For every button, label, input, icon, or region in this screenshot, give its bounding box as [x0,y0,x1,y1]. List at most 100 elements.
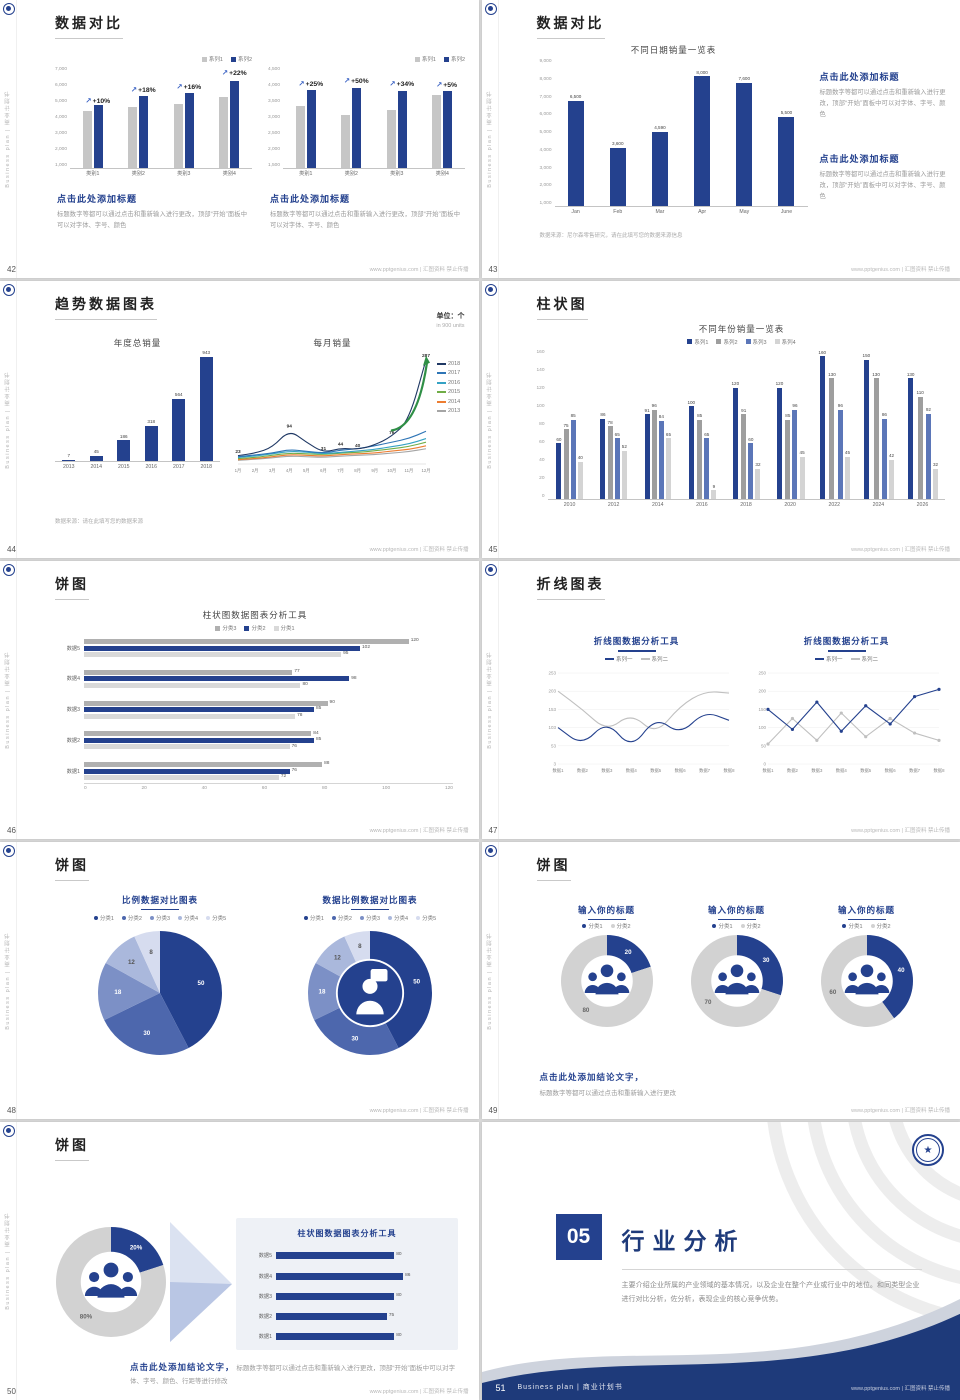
chart-title: 不同年份销量一览表 [698,323,785,334]
x-tick-label: 80 [321,786,328,792]
brand-logo-icon [3,844,15,857]
y-tick-label: 140 [536,367,545,373]
bar-line: 120 [84,638,453,645]
bar [614,438,620,499]
value-label: 78 [297,712,303,718]
value-label: 84 [658,414,664,420]
slide-number: 49 [488,1106,498,1116]
bars [328,68,375,169]
bar-group: 7 2013 [55,351,83,473]
bar-wrap: 130 [872,351,880,499]
value-label: 80 [396,1333,402,1339]
slide-title: 饼图 [55,1135,89,1162]
bar-wrap: 65 [666,351,671,499]
bar [84,768,290,774]
legend-label: 系列3 [752,339,767,346]
slide-footer: www.pptgenius.com | 汇图资料 禁止传播 [851,1386,950,1392]
value-label: 85 [697,413,703,419]
bar-wrap: 7,600 [736,60,753,206]
x-tick-label: 12月 [421,468,430,474]
bar [776,387,782,499]
category-label: Apr [698,209,707,215]
legend-label: 分类3 [222,626,237,633]
bar-wrap [219,68,229,168]
panel-title: 输入你的标题 [682,904,792,921]
slice-label: 18 [114,989,121,996]
bars: 90 85 78 [84,700,453,719]
slide-49[interactable]: Business plan | 商业计划书 饼图 输入你的标题 分类1 分类2 2… [481,841,960,1120]
bar [873,378,879,499]
slide-47[interactable]: Business plan | 商业计划书 折线图表 折线图数据分析工具 系列一… [481,561,960,839]
legend-item: 2016 [437,380,460,386]
unit-sub: in 900 units [436,322,465,329]
bar-wrap: 130 [828,351,836,499]
marker-dot [790,728,794,732]
slide-45[interactable]: Business plan | 商业计划书 柱状图 不同年份销量一览表 系列1 系… [481,280,960,559]
person-icon [730,964,743,977]
person-icon [103,1263,119,1278]
block-heading: 点击此处添加标题 [819,72,900,82]
marker-dot [814,738,818,743]
up-arrow-icon: ↗ [130,84,138,94]
y-tick-label: 153 [548,707,556,712]
value-label: 7 [67,452,71,458]
bar [84,713,296,719]
value-label: 78 [607,419,613,425]
value-label: 85 [316,737,322,743]
donut-chart: 50 30 18 12 8 [307,930,433,1061]
value-label: 6,500 [569,93,582,99]
bar-wrap [128,68,138,168]
person-icon [89,1272,100,1283]
trend-arrow [390,361,429,432]
bar-group: 3,600 Feb [596,60,639,218]
marker-dot [936,687,941,692]
category-label: 2015 [117,463,130,470]
donut-chart: 40 60 [820,934,914,1033]
bar [84,762,323,768]
legend-swatch [437,410,446,413]
series-line [237,444,427,460]
bar-wrap: 318 [144,351,158,461]
growth-label: ↗+18% [130,84,156,94]
bar-wrap [443,68,453,168]
brand-logo-icon [484,3,497,15]
slide-43[interactable]: Business plan | 商业计划书 数据对比 不同日期销量一览表 9,0… [481,0,960,278]
pie-chart-svg: 50 30 18 12 8 [308,930,432,1055]
slide-42[interactable]: Business plan | 商业计划书 数据对比 系列1 系列2 系列1 系列2… [0,0,479,278]
value-label: 130 [828,371,836,377]
category-label: 2014 [90,463,103,470]
slide-footer: www.pptgenius.com | 汇图资料 禁止传播 [851,266,950,273]
y-tick-label: 3,000 [539,165,552,171]
slide-46[interactable]: Business plan | 商业计划书 饼图 柱状图数据图表分析工具 分类3… [0,561,479,839]
bar [295,105,305,168]
chart-legend: 2018 2017 2016 2015 2014 2013 [437,361,460,414]
legend-label: 系列1 [694,339,709,346]
marker-dot [839,729,843,734]
slide-51[interactable]: ★ 05 行业分析 主要介绍企业所属的产业领域的基本情况，以及企业在整个产业或行… [481,1122,960,1400]
bar [306,90,316,168]
bar [199,356,213,461]
legend-label: 系列2 [450,57,465,63]
value-label: 65 [704,431,710,437]
sidebar-label: Business plan | 商业计划书 [5,931,11,1030]
bars: 88 76 72 [84,761,453,781]
value-label: 32 [755,462,761,468]
slide-50[interactable]: Business plan | 商业计划书 饼图 20% 80% 柱状图数据图表分… [0,1122,479,1400]
slide-44[interactable]: Business plan | 商业计划书 趋势数据图表 单位：个 in 900… [0,280,479,559]
value-label: 72 [280,774,287,780]
bar-wrap: 91 [645,351,650,499]
legend-label: 分类2 [876,923,891,930]
value-label: 98 [351,675,357,681]
person-icon [595,982,618,995]
bar [819,356,825,499]
slide-48[interactable]: Business plan | 商业计划书 饼图 比例数据对比图表 分类1 分类2… [0,841,479,1120]
slide-number: 48 [7,1106,16,1116]
bar [844,456,850,499]
up-arrow-icon: ↗ [389,79,396,89]
slide-sidebar: Business plan | 商业计划书 [0,561,17,839]
bar-group: 130 110 92 32 2026 [900,351,945,511]
bar [908,378,914,499]
value-label: 85 [316,706,322,712]
legend-swatch [388,915,393,920]
bar-wrap: 943 [199,351,213,461]
